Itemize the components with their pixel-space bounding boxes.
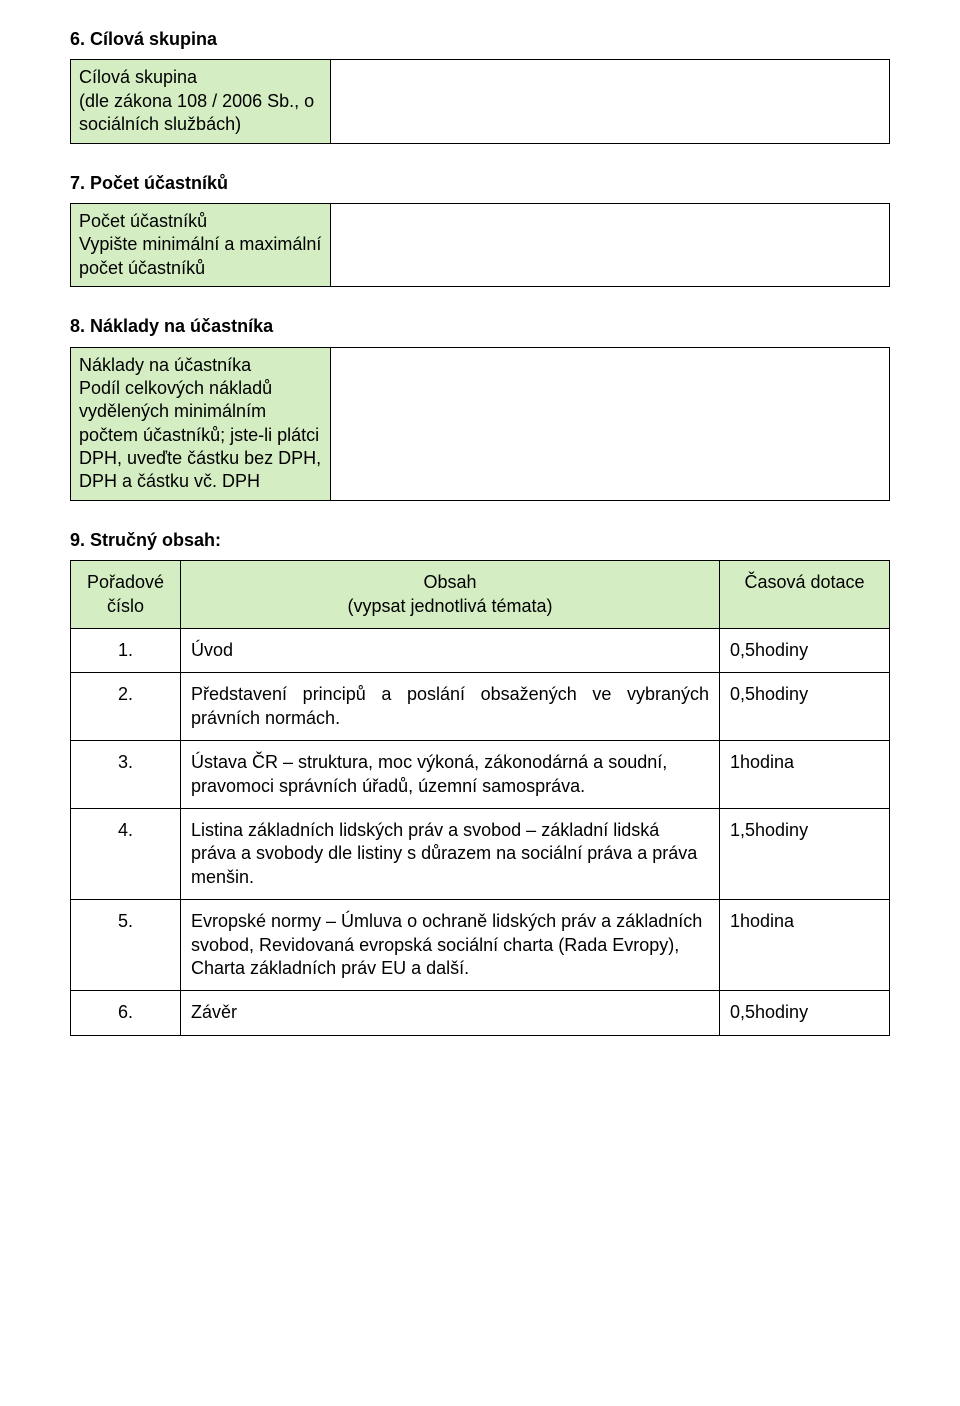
row-content: Představení principů a poslání obsaženýc… [181,673,720,741]
row-time: 0,5hodiny [720,991,890,1035]
section6-heading: 6. Cílová skupina [70,28,890,51]
section9-table: Pořadové číslo Obsah (vypsat jednotlivá … [70,560,890,1035]
row-time: 1hodina [720,900,890,991]
row-num: 2. [71,673,181,741]
section7-heading: 7. Počet účastníků [70,172,890,195]
row-content: Úvod [181,629,720,673]
section6-label-desc: (dle zákona 108 / 2006 Sb., o sociálních… [79,90,322,137]
col-header-content-line2: (vypsat jednotlivá témata) [191,595,709,618]
section7-label-desc: Vypište minimální a maximální počet účas… [79,233,322,280]
section6-label-title: Cílová skupina [79,66,322,89]
row-content: Evropské normy – Úmluva o ochraně lidský… [181,900,720,991]
row-num: 4. [71,808,181,899]
section7-label-title: Počet účastníků [79,210,322,233]
section7-label-cell: Počet účastníků Vypište minimální a maxi… [71,203,331,286]
col-header-num: Pořadové číslo [71,561,181,629]
row-content: Ústava ČR – struktura, moc výkoná, zákon… [181,741,720,809]
section8-value-cell[interactable] [331,347,890,500]
col-header-time: Časová dotace [720,561,890,629]
section6-table: Cílová skupina (dle zákona 108 / 2006 Sb… [70,59,890,143]
table-row: 4. Listina základních lidských práv a sv… [71,808,890,899]
col-header-content: Obsah (vypsat jednotlivá témata) [181,561,720,629]
section6-label-cell: Cílová skupina (dle zákona 108 / 2006 Sb… [71,60,331,143]
table-row: 1. Úvod 0,5hodiny [71,629,890,673]
table-row: 5. Evropské normy – Úmluva o ochraně lid… [71,900,890,991]
section8-label-cell: Náklady na účastníka Podíl celkových nák… [71,347,331,500]
section8-heading: 8. Náklady na účastníka [70,315,890,338]
section7-value-cell[interactable] [331,203,890,286]
table-row: 6. Závěr 0,5hodiny [71,991,890,1035]
row-content: Závěr [181,991,720,1035]
row-time: 1hodina [720,741,890,809]
section8-label-desc: Podíl celkových nákladů vydělených minim… [79,377,322,494]
row-content: Listina základních lidských práv a svobo… [181,808,720,899]
row-num: 5. [71,900,181,991]
row-num: 3. [71,741,181,809]
table-row: 3. Ústava ČR – struktura, moc výkoná, zá… [71,741,890,809]
row-num: 1. [71,629,181,673]
section6-value-cell[interactable] [331,60,890,143]
section7-table: Počet účastníků Vypište minimální a maxi… [70,203,890,287]
section9-heading: 9. Stručný obsah: [70,529,890,552]
row-time: 0,5hodiny [720,673,890,741]
row-num: 6. [71,991,181,1035]
col-header-content-line1: Obsah [191,571,709,594]
table-row: 2. Představení principů a poslání obsaže… [71,673,890,741]
section8-label-title: Náklady na účastníka [79,354,322,377]
section8-table: Náklady na účastníka Podíl celkových nák… [70,347,890,501]
row-time: 1,5hodiny [720,808,890,899]
row-time: 0,5hodiny [720,629,890,673]
